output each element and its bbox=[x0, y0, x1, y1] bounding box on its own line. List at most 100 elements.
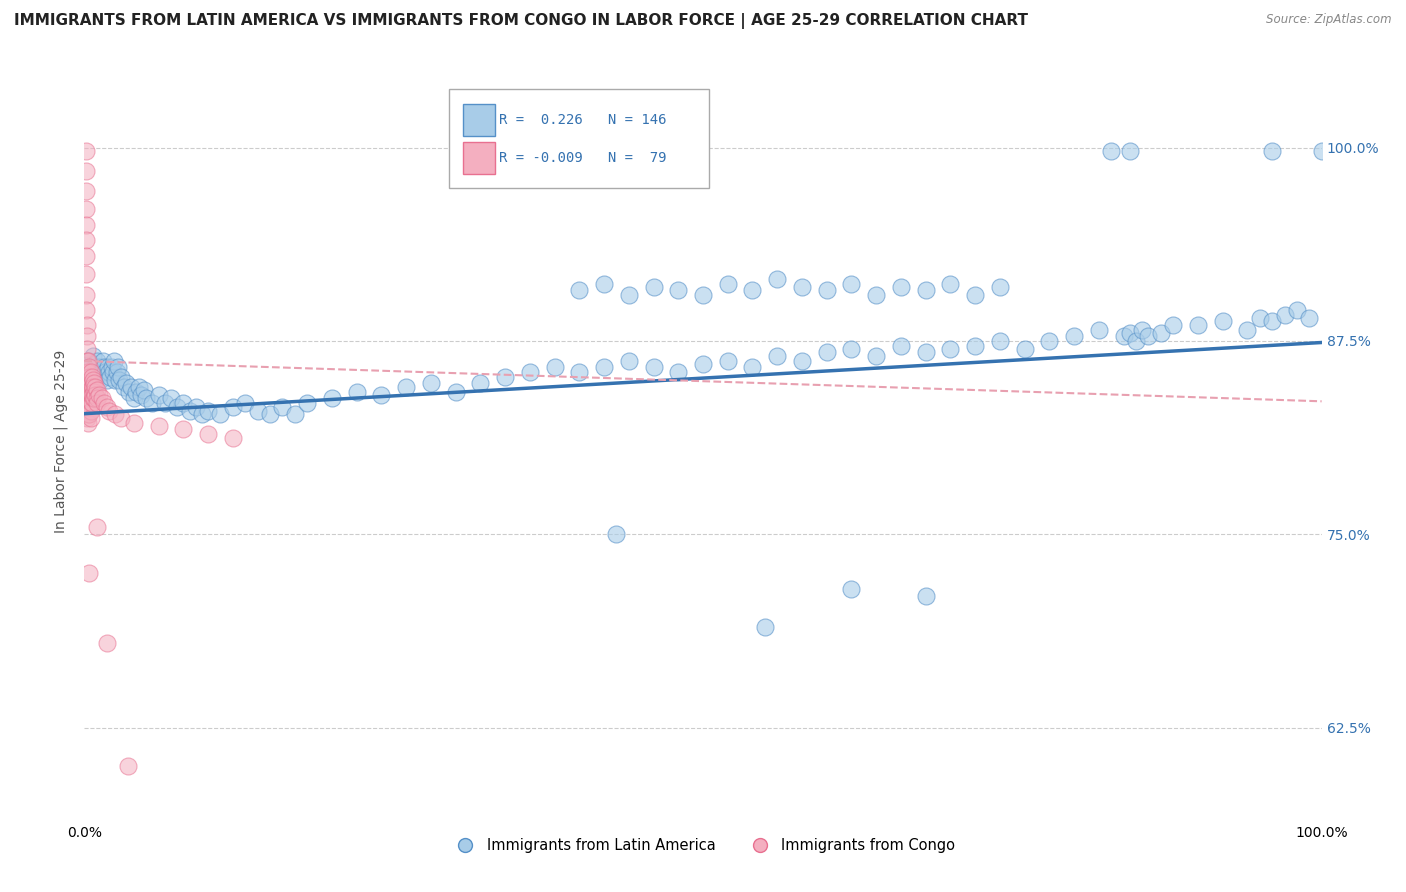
Point bbox=[84, 360, 107, 375]
Text: IMMIGRANTS FROM LATIN AMERICA VS IMMIGRANTS FROM CONGO IN LABOR FORCE | AGE 25-2: IMMIGRANTS FROM LATIN AMERICA VS IMMIGRA… bbox=[14, 13, 1028, 29]
Point bbox=[79, 365, 101, 379]
Point bbox=[77, 416, 100, 430]
Point bbox=[82, 373, 104, 387]
Point bbox=[1014, 342, 1036, 356]
Point bbox=[666, 365, 689, 379]
Point bbox=[75, 218, 97, 232]
Point bbox=[90, 365, 112, 379]
Point bbox=[1187, 318, 1209, 333]
Point bbox=[125, 384, 148, 399]
Point bbox=[766, 272, 789, 286]
Point bbox=[107, 360, 129, 375]
Point bbox=[179, 403, 201, 417]
Point bbox=[76, 357, 98, 371]
Point bbox=[643, 360, 665, 375]
Point bbox=[988, 334, 1011, 348]
Point bbox=[77, 391, 100, 405]
Point bbox=[79, 407, 101, 421]
Point bbox=[841, 342, 863, 356]
FancyBboxPatch shape bbox=[463, 142, 495, 174]
Point bbox=[110, 369, 132, 384]
Point bbox=[754, 620, 776, 634]
Text: R =  0.226   N = 146: R = 0.226 N = 146 bbox=[499, 113, 666, 127]
Point bbox=[939, 342, 962, 356]
Point bbox=[666, 283, 689, 297]
Point bbox=[76, 342, 98, 356]
Point bbox=[1261, 314, 1284, 328]
Point bbox=[93, 360, 115, 375]
Point bbox=[79, 566, 101, 580]
Point bbox=[841, 277, 863, 291]
Point bbox=[1298, 310, 1320, 325]
Point bbox=[79, 401, 101, 415]
Point bbox=[91, 354, 114, 368]
Point bbox=[80, 396, 103, 410]
Point bbox=[160, 391, 183, 405]
Point bbox=[191, 407, 214, 421]
Point bbox=[76, 329, 98, 343]
Point bbox=[79, 396, 101, 410]
Point bbox=[86, 391, 108, 405]
Point bbox=[76, 318, 98, 333]
Point bbox=[103, 354, 125, 368]
Point bbox=[80, 369, 103, 384]
Point bbox=[741, 360, 763, 375]
Point bbox=[112, 380, 135, 394]
Point bbox=[79, 354, 101, 368]
Point bbox=[717, 277, 740, 291]
Point bbox=[153, 396, 176, 410]
Point bbox=[76, 354, 98, 368]
Point bbox=[90, 391, 112, 405]
Point bbox=[79, 369, 101, 384]
Point bbox=[80, 373, 103, 387]
FancyBboxPatch shape bbox=[463, 104, 495, 136]
Point bbox=[77, 407, 100, 421]
Point bbox=[790, 280, 813, 294]
Point bbox=[120, 380, 142, 394]
Point bbox=[865, 350, 887, 364]
Point bbox=[77, 365, 100, 379]
Point bbox=[83, 376, 105, 390]
Point bbox=[84, 388, 107, 402]
Point bbox=[86, 519, 108, 533]
Point bbox=[75, 249, 97, 263]
Point bbox=[122, 416, 145, 430]
Point bbox=[692, 357, 714, 371]
Point bbox=[617, 287, 640, 301]
Point bbox=[259, 407, 281, 421]
Point bbox=[77, 365, 100, 379]
Point bbox=[96, 636, 118, 650]
Point bbox=[617, 354, 640, 368]
Point bbox=[1212, 314, 1234, 328]
Point bbox=[1125, 334, 1147, 348]
Point bbox=[939, 277, 962, 291]
Point bbox=[419, 376, 441, 390]
Point bbox=[1274, 308, 1296, 322]
Point bbox=[75, 144, 97, 158]
Point bbox=[444, 384, 467, 399]
Point bbox=[890, 338, 912, 352]
Point bbox=[233, 396, 256, 410]
Point bbox=[284, 407, 307, 421]
Point bbox=[346, 384, 368, 399]
Point bbox=[80, 388, 103, 402]
Point bbox=[98, 365, 121, 379]
Point bbox=[104, 407, 127, 421]
Point bbox=[79, 384, 101, 399]
Point bbox=[115, 376, 138, 390]
Point bbox=[110, 411, 132, 425]
Point bbox=[1150, 326, 1173, 341]
Point bbox=[209, 407, 232, 421]
Point bbox=[222, 401, 245, 415]
Point bbox=[76, 411, 98, 425]
Point bbox=[1038, 334, 1060, 348]
Legend: Immigrants from Latin America, Immigrants from Congo: Immigrants from Latin America, Immigrant… bbox=[444, 832, 962, 859]
Point bbox=[815, 283, 838, 297]
Text: R = -0.009   N =  79: R = -0.009 N = 79 bbox=[499, 151, 666, 165]
Point bbox=[89, 360, 111, 375]
Point bbox=[494, 369, 516, 384]
Point bbox=[77, 384, 100, 399]
Point bbox=[104, 373, 127, 387]
Point bbox=[82, 380, 104, 394]
Point bbox=[988, 280, 1011, 294]
